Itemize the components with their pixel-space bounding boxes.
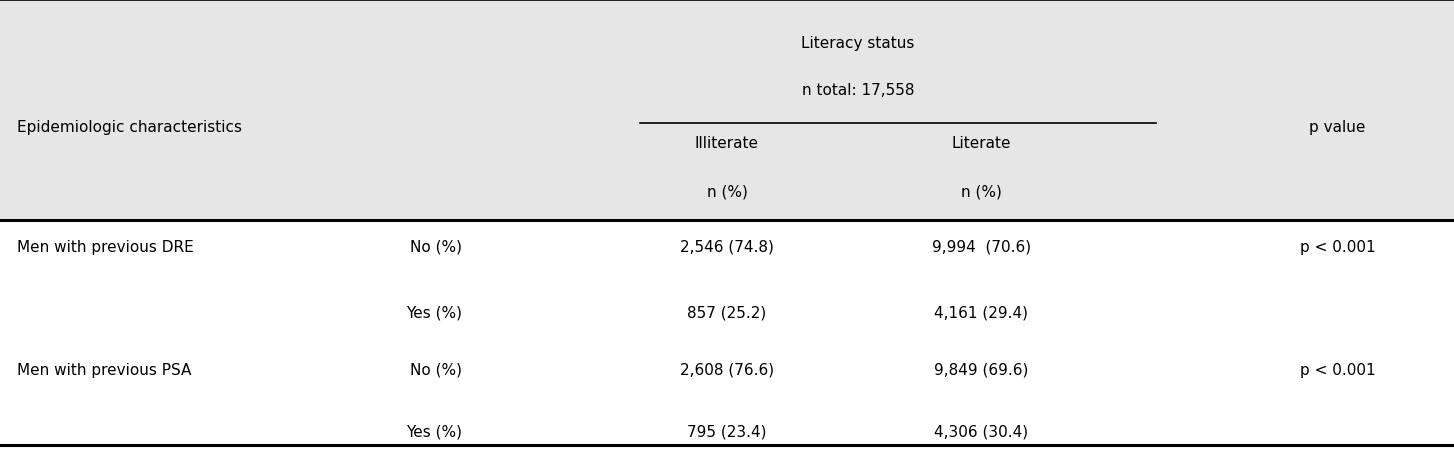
Text: 9,994  (70.6): 9,994 (70.6) (932, 240, 1031, 255)
Text: 2,546 (74.8): 2,546 (74.8) (680, 240, 774, 255)
Text: n total: 17,558: n total: 17,558 (801, 83, 915, 99)
Text: No (%): No (%) (410, 362, 462, 378)
Text: Men with previous PSA: Men with previous PSA (17, 362, 192, 378)
Text: Men with previous DRE: Men with previous DRE (17, 240, 195, 255)
Text: Epidemiologic characteristics: Epidemiologic characteristics (17, 119, 243, 135)
FancyBboxPatch shape (0, 220, 1454, 454)
Text: Yes (%): Yes (%) (406, 306, 462, 321)
Text: Literacy status: Literacy status (801, 35, 915, 51)
Text: n (%): n (%) (961, 184, 1002, 199)
Text: n (%): n (%) (707, 184, 747, 199)
Text: p < 0.001: p < 0.001 (1300, 362, 1375, 378)
Text: 857 (25.2): 857 (25.2) (688, 306, 766, 321)
Text: No (%): No (%) (410, 240, 462, 255)
Text: 2,608 (76.6): 2,608 (76.6) (680, 362, 774, 378)
Text: 9,849 (69.6): 9,849 (69.6) (935, 362, 1028, 378)
Text: Literate: Literate (952, 135, 1011, 151)
Text: 4,306 (30.4): 4,306 (30.4) (935, 424, 1028, 440)
Text: 795 (23.4): 795 (23.4) (688, 424, 766, 440)
Text: Yes (%): Yes (%) (406, 424, 462, 440)
Text: p value: p value (1310, 119, 1365, 135)
Text: Illiterate: Illiterate (695, 135, 759, 151)
Text: 4,161 (29.4): 4,161 (29.4) (935, 306, 1028, 321)
Text: p < 0.001: p < 0.001 (1300, 240, 1375, 255)
